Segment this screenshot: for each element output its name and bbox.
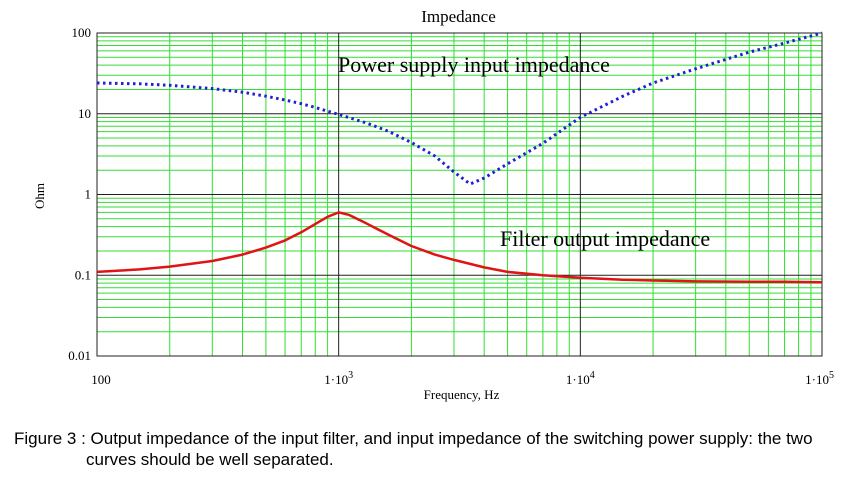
caption-text: Figure 3 : Output impedance of the input… <box>14 429 813 469</box>
chart-title: Impedance <box>421 7 496 26</box>
y-tick-label: 10 <box>78 106 91 121</box>
y-tick-label: 1 <box>85 187 92 202</box>
impedance-chart: Power supply input impedance Filter outpu… <box>32 7 834 402</box>
y-tick-label: 0.1 <box>75 267 91 282</box>
x-tick-label: 1·103 <box>324 370 353 387</box>
plot-frame <box>96 32 823 357</box>
y-tick-label: 100 <box>72 25 92 40</box>
x-tick-label: 1·105 <box>805 370 834 387</box>
x-tick-label: 1·104 <box>566 370 595 387</box>
series-line-0 <box>96 31 823 186</box>
chart-svg: Power supply input impedance Filter outpu… <box>32 7 834 402</box>
series-line-1 <box>96 211 823 284</box>
y-axis-label: Ohm <box>32 183 47 209</box>
annotation-label: Filter output impedance <box>500 226 710 251</box>
y-tick-label: 0.01 <box>68 348 91 363</box>
x-tick-label: 100 <box>91 372 111 387</box>
figure-caption: Figure 3 : Output impedance of the input… <box>14 428 834 470</box>
annotation-label: Power supply input impedance <box>338 52 610 77</box>
x-axis-label: Frequency, Hz <box>424 387 500 402</box>
